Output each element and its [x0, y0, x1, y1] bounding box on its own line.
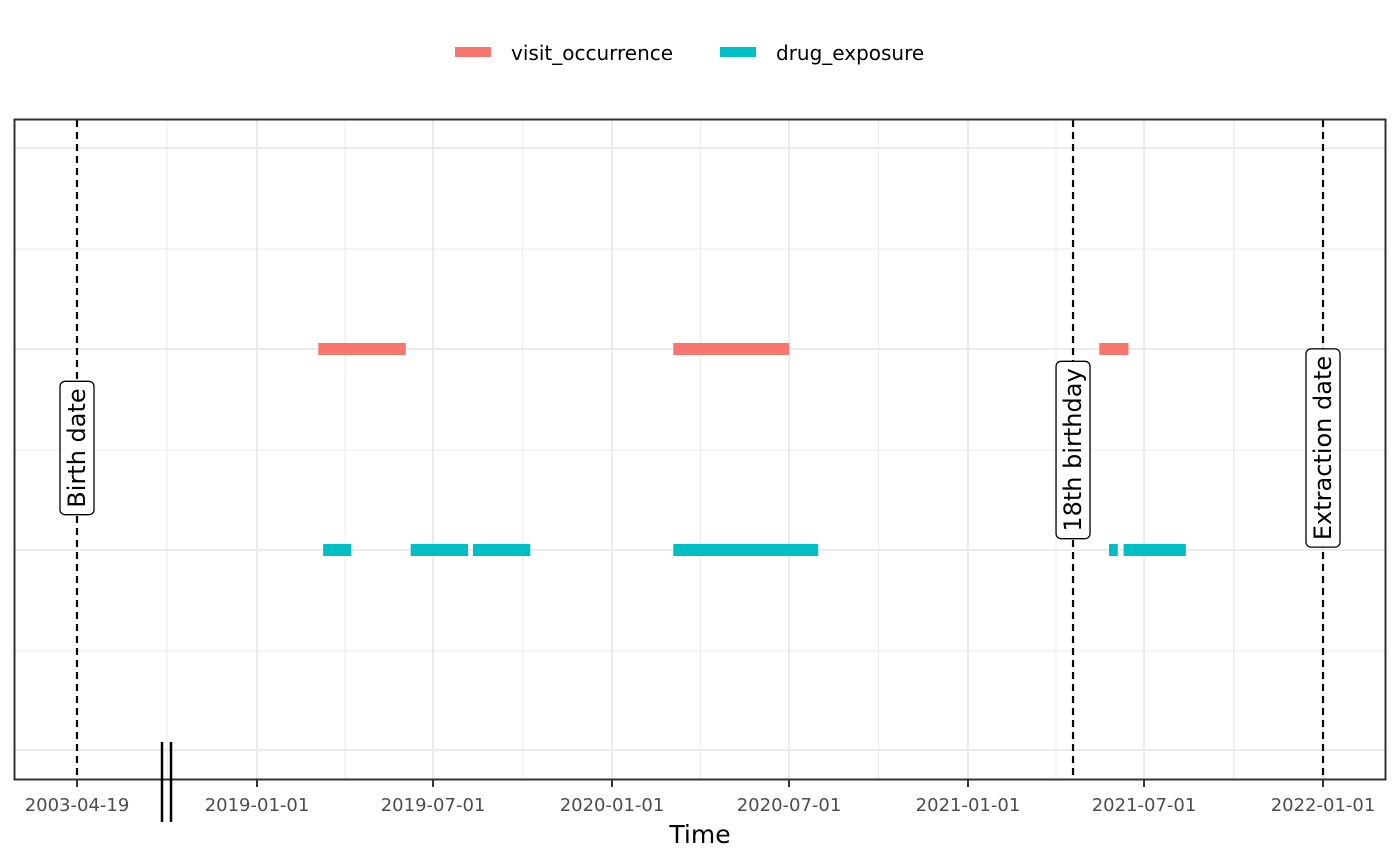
- event-label-box: [59, 380, 95, 516]
- x-tick-label: 2021-07-01: [1092, 795, 1197, 816]
- x-tick-label: 2020-01-01: [560, 795, 665, 816]
- x-axis-title: Time: [668, 820, 730, 849]
- segment-drug-exposure: [323, 544, 352, 556]
- segment-drug-exposure: [673, 544, 819, 556]
- legend-key-visit-occurrence: [455, 47, 491, 57]
- segment-visit-occurrence: [1099, 343, 1129, 355]
- x-tick-label: 2003-04-19: [25, 795, 130, 816]
- event-label: 18th birthday: [1055, 360, 1091, 540]
- legend: visit_occurrence drug_exposure: [455, 41, 924, 65]
- legend-label-drug-exposure: drug_exposure: [776, 41, 924, 65]
- x-tick-label: 2019-07-01: [381, 795, 486, 816]
- event-markers: Birth date 18th birthday Extraction date: [59, 120, 1341, 779]
- event-label-box: [1305, 348, 1341, 548]
- segment-visit-occurrence: [318, 343, 406, 355]
- segment-drug-exposure: [410, 544, 469, 556]
- panel-border: [13, 118, 1387, 781]
- segment-drug-exposure: [472, 544, 531, 556]
- x-tick-label: 2021-01-01: [916, 795, 1021, 816]
- event-label-text: Extraction date: [1309, 356, 1337, 540]
- legend-key-drug-exposure: [720, 47, 756, 57]
- event-label: Extraction date: [1305, 348, 1341, 548]
- segment-visit-occurrence: [673, 343, 790, 355]
- timeline-segments: [318, 343, 1186, 556]
- event-label-text: 18th birthday: [1059, 368, 1087, 531]
- x-tick-label: 2020-07-01: [737, 795, 842, 816]
- event-label: Birth date: [59, 380, 95, 516]
- event-label-box: [1055, 360, 1091, 540]
- x-tick-label: 2022-01-01: [1271, 795, 1376, 816]
- event-label-text: Birth date: [63, 388, 91, 507]
- x-tick-label: 2019-01-01: [205, 795, 310, 816]
- segment-drug-exposure: [1123, 544, 1186, 556]
- segment-drug-exposure: [1109, 544, 1118, 556]
- axis-break-marker: [160, 742, 173, 822]
- legend-label-visit-occurrence: visit_occurrence: [511, 41, 673, 65]
- x-axis: 2003-04-19 2019-01-01 2019-07-01 2020-01-01…: [25, 780, 1376, 816]
